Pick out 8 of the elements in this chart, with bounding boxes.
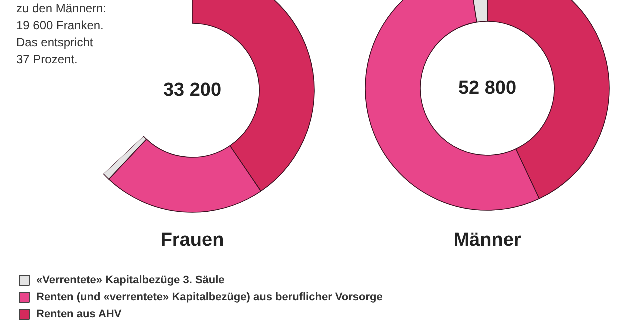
legend-label: «Verrentete» Kapitalbezüge 3. Säule xyxy=(36,274,225,286)
slice-label: Frauen xyxy=(160,230,224,251)
text: 33 200 xyxy=(163,80,222,101)
legend-label: Renten (und «verrentete» Kapitalbezüge) aus beruflicher Vorsorge xyxy=(36,292,383,304)
text: 52 800 xyxy=(458,78,517,99)
slice-label: Männer xyxy=(454,230,522,251)
legend-label: Renten aus AHV xyxy=(36,308,122,320)
text: zu den Männern: 19 600 Franken. Das entspricht 37 Prozent. xyxy=(16,2,107,66)
